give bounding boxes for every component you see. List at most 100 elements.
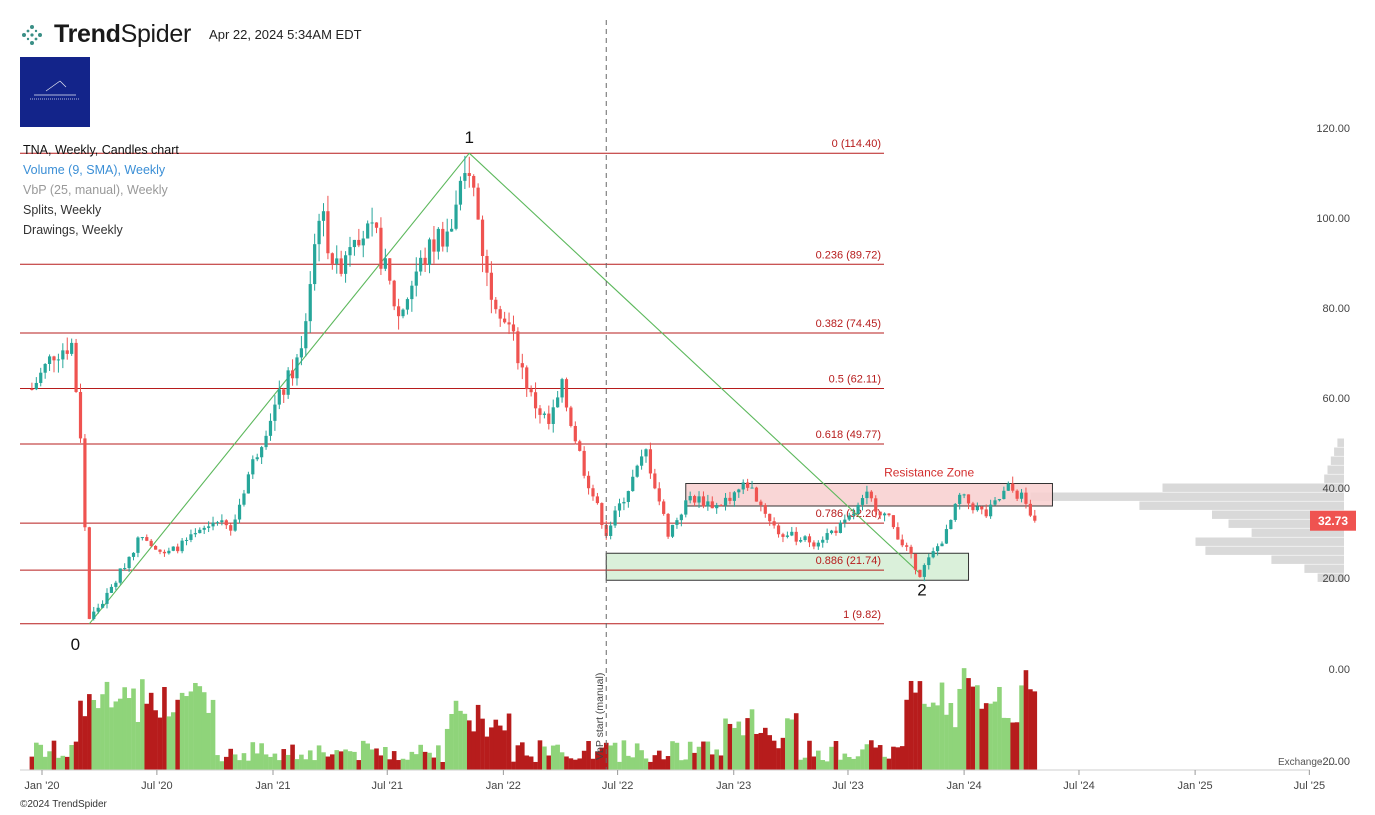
candle-body[interactable] xyxy=(74,342,78,392)
candle-body[interactable] xyxy=(215,522,220,524)
candle-body[interactable] xyxy=(586,475,591,489)
candle-body[interactable] xyxy=(520,363,524,368)
candle-body[interactable] xyxy=(662,501,666,514)
candle-body[interactable] xyxy=(710,501,714,509)
candle-body[interactable] xyxy=(1011,483,1015,491)
candle-body[interactable] xyxy=(975,506,979,511)
candle-body[interactable] xyxy=(34,382,38,390)
candle-body[interactable] xyxy=(564,379,569,408)
candle-body[interactable] xyxy=(631,476,635,492)
candle-body[interactable] xyxy=(30,389,34,390)
candle-body[interactable] xyxy=(962,494,966,496)
candle-body[interactable] xyxy=(869,491,873,499)
candle-body[interactable] xyxy=(865,491,869,499)
candle-body[interactable] xyxy=(913,553,918,570)
candle-body[interactable] xyxy=(940,543,944,547)
candle-body[interactable] xyxy=(255,457,259,460)
candle-body[interactable] xyxy=(339,258,343,274)
candle-body[interactable] xyxy=(78,391,83,439)
candle-body[interactable] xyxy=(299,348,304,358)
candle-body[interactable] xyxy=(741,482,745,490)
fibonacci-retracement[interactable]: 0 (114.40) 0.236 (89.72) 0.382 (74.45) 0.5 … xyxy=(20,138,884,625)
candle-body[interactable] xyxy=(706,501,710,507)
candle-body[interactable] xyxy=(825,533,829,540)
candle-body[interactable] xyxy=(922,565,926,577)
candle-body[interactable] xyxy=(401,309,405,317)
candle-body[interactable] xyxy=(410,285,414,300)
candle-body[interactable] xyxy=(931,551,935,558)
candle-body[interactable] xyxy=(1019,492,1024,499)
candle-body[interactable] xyxy=(503,318,507,323)
candle-body[interactable] xyxy=(379,227,383,269)
candle-body[interactable] xyxy=(396,306,401,317)
candle-body[interactable] xyxy=(728,497,732,501)
candle-body[interactable] xyxy=(92,611,96,619)
candle-body[interactable] xyxy=(392,280,396,307)
candle-body[interactable] xyxy=(538,408,542,415)
legend-volume[interactable]: Volume (9, SMA), Weekly xyxy=(23,163,166,177)
support-zone[interactable] xyxy=(605,552,970,581)
candle-body[interactable] xyxy=(445,231,449,247)
candle-body[interactable] xyxy=(617,503,622,511)
candle-body[interactable] xyxy=(732,492,736,501)
candle-body[interactable] xyxy=(268,420,273,436)
legend-drawings[interactable]: Drawings, Weekly xyxy=(23,223,123,237)
candle-body[interactable] xyxy=(843,519,847,523)
candle-body[interactable] xyxy=(790,531,794,536)
candle-body[interactable] xyxy=(759,501,763,506)
candle-body[interactable] xyxy=(1006,483,1010,491)
zigzag-segment[interactable] xyxy=(468,152,921,574)
candle-body[interactable] xyxy=(171,546,175,551)
candle-body[interactable] xyxy=(891,515,896,528)
candle-body[interactable] xyxy=(70,342,74,354)
candle-body[interactable] xyxy=(189,534,193,540)
candle-body[interactable] xyxy=(715,505,719,509)
candle-body[interactable] xyxy=(547,413,551,424)
candle-body[interactable] xyxy=(494,299,498,310)
candle-body[interactable] xyxy=(229,525,233,531)
candle-body[interactable] xyxy=(348,247,352,256)
candle-body[interactable] xyxy=(423,257,427,265)
candle-body[interactable] xyxy=(878,511,882,516)
candle-body[interactable] xyxy=(211,522,215,527)
candle-body[interactable] xyxy=(441,228,445,247)
candle-body[interactable] xyxy=(533,392,538,409)
candle-body[interactable] xyxy=(935,546,940,552)
candle-body[interactable] xyxy=(388,258,392,281)
candle-body[interactable] xyxy=(511,324,516,332)
candle-body[interactable] xyxy=(427,239,432,265)
candle-body[interactable] xyxy=(273,404,277,421)
candle-body[interactable] xyxy=(803,536,807,541)
candle-body[interactable] xyxy=(754,487,759,502)
candle-body[interactable] xyxy=(109,586,114,593)
candle-body[interactable] xyxy=(167,550,171,554)
candle-body[interactable] xyxy=(860,498,865,505)
candle-body[interactable] xyxy=(799,540,803,542)
candle-body[interactable] xyxy=(829,530,834,534)
candle-body[interactable] xyxy=(335,258,339,264)
candle-body[interactable] xyxy=(123,568,127,570)
candle-body[interactable] xyxy=(905,545,909,547)
candle-body[interactable] xyxy=(207,526,211,528)
candle-body[interactable] xyxy=(887,513,891,516)
candle-body[interactable] xyxy=(856,504,860,515)
candle-body[interactable] xyxy=(246,474,250,494)
candle-body[interactable] xyxy=(118,568,122,583)
candle-body[interactable] xyxy=(458,180,463,205)
candle-body[interactable] xyxy=(202,527,206,530)
candle-body[interactable] xyxy=(330,253,334,264)
candle-body[interactable] xyxy=(768,513,772,522)
candle-body[interactable] xyxy=(47,356,52,364)
candle-body[interactable] xyxy=(237,504,242,520)
candle-body[interactable] xyxy=(308,284,312,322)
candle-body[interactable] xyxy=(600,503,604,526)
candle-body[interactable] xyxy=(1015,490,1019,499)
candle-body[interactable] xyxy=(220,520,224,523)
candle-body[interactable] xyxy=(701,496,706,507)
candle-body[interactable] xyxy=(719,505,723,507)
candle-body[interactable] xyxy=(812,542,816,547)
candle-body[interactable] xyxy=(105,592,109,604)
candle-body[interactable] xyxy=(582,450,586,476)
candle-body[interactable] xyxy=(750,487,754,489)
